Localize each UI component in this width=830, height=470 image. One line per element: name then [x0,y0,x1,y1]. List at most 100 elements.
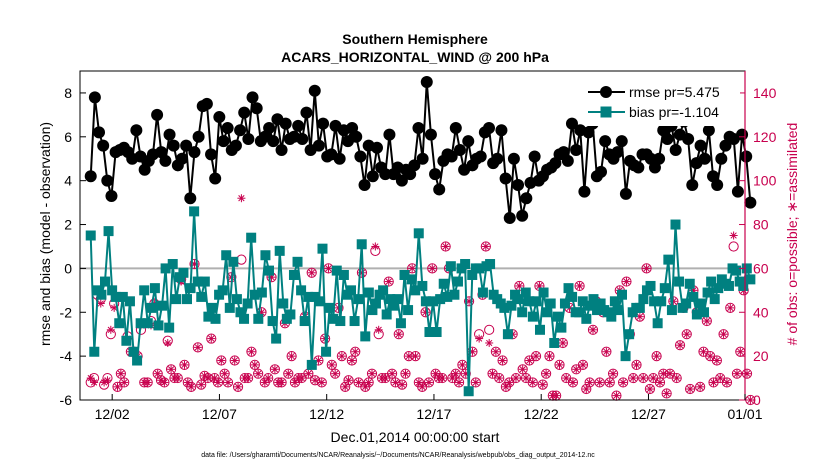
obs-assimilated-point [458,360,467,369]
bias-point [249,289,260,300]
bias-point [381,309,392,320]
obs-assimilated-point [297,374,306,383]
obs-assimilated-point [404,352,413,361]
y-right-tick-label: 60 [753,260,769,276]
bias-point [132,355,143,366]
obs-assimilated-point [645,385,654,394]
obs-assimilated-point [448,374,457,383]
obs-assimilated-point [649,374,658,383]
obs-assimilated-point [732,369,741,378]
chart-title: Southern Hemisphere [342,31,488,47]
y-left-tick-label: -6 [60,392,73,408]
obs-assimilated-point [662,389,671,398]
bias-point [260,250,271,261]
bias-point [649,296,660,307]
x-tick-label: 01/01 [727,406,762,422]
obs-possible-point [400,368,411,379]
obs-assimilated-point [247,347,256,356]
bias-point [288,269,299,280]
legend-rmse-marker [600,86,612,98]
bias-point [239,313,250,324]
obs-possible-point [165,364,177,375]
rmse-point [744,196,757,209]
bias-point [659,283,670,294]
bias-point [360,331,371,342]
obs-assimilated-point [672,374,681,383]
obs-assimilated-point [652,352,661,361]
bias-point [691,309,702,320]
rmse-point [163,128,176,141]
rmse-point [412,122,425,135]
obs-assimilated-point [290,378,299,387]
rmse-point [300,106,313,119]
obs-assimilated-point [116,369,125,378]
obs-assimilated-point [120,378,129,387]
rmse-point [420,75,433,88]
chart-subtitle: ACARS_HORIZONTAL_WIND @ 200 hPa [281,49,549,65]
bias-point [406,274,417,285]
rmse-point [561,154,574,167]
bias-point [552,311,563,322]
rmse-point [292,119,305,132]
obs-assimilated-point [699,347,708,356]
bias-point [388,300,399,311]
obs-assimilated-point [609,369,618,378]
obs-assimilated-point [203,374,212,383]
obs-assimilated-point [639,374,648,383]
y-right-tick-label: 40 [753,304,769,320]
obs-possible-point [386,368,398,379]
obs-assimilated-point [244,374,253,383]
bias-point [164,322,175,333]
bias-point [431,327,442,338]
obs-assimilated-point [532,352,541,361]
obs-assimilated-point [558,338,567,347]
rmse-point [333,152,346,165]
rmse-point [661,132,674,145]
bias-point [292,256,303,267]
bias-point [449,289,460,300]
rmse-point [93,126,106,139]
bias-point [517,307,528,318]
bias-point [542,307,553,318]
bias-point [335,316,346,327]
rmse-point [740,150,753,163]
bias-point [331,265,342,276]
rmse-point [296,132,309,145]
obs-possible-point [541,368,552,379]
obs-assimilated-point [213,378,222,387]
bias-point [556,322,567,333]
bias-point [399,269,410,280]
obs-assimilated-point [337,352,346,361]
obs-assimilated-point [451,369,460,378]
obs-assimilated-point [143,378,152,387]
rmse-point [366,170,379,183]
rmse-point [242,132,255,145]
bias-point [645,280,656,291]
obs-assimilated-point [659,369,668,378]
obs-assimilated-point [234,382,243,391]
rmse-point [217,135,230,148]
bias-point [477,287,488,298]
obs-assimilated-point [207,334,216,343]
bias-point [617,289,628,300]
obs-possible-point [330,368,341,379]
rmse-point [516,209,529,222]
rmse-point [433,183,446,196]
obs-assimilated-point [351,347,360,356]
obs-assimilated-point [441,242,450,251]
obs-possible-point [283,368,294,379]
obs-possible-point [554,359,565,371]
bias-point [196,291,207,302]
obs-possible-point [510,372,522,384]
obs-possible-point [497,355,508,366]
bias-point [513,294,524,305]
obs-possible-point [420,307,431,318]
plot-area [80,75,757,406]
bias-point [203,311,214,322]
rmse-point [702,124,715,137]
y-right-tick-label: 0 [753,392,761,408]
rmse-point [416,152,429,165]
bias-point [395,318,406,329]
obs-assimilated-point [96,299,105,308]
